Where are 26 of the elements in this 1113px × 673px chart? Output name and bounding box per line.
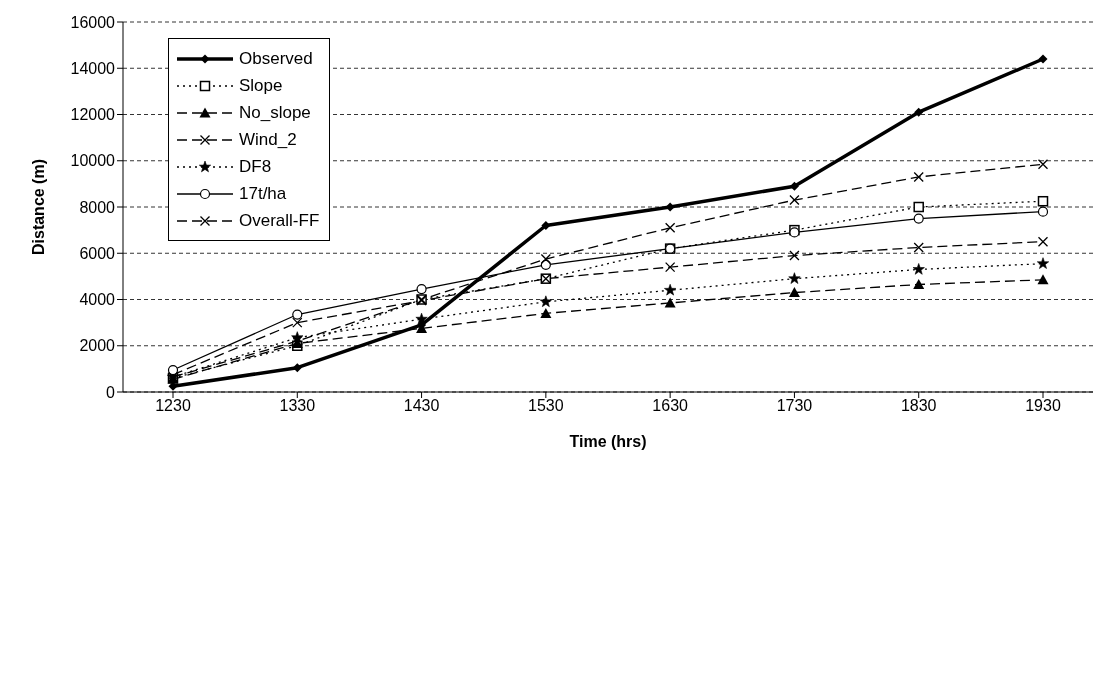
x-tick-label: 1630 [652,397,689,415]
y-tick-label: 8000 [79,198,116,216]
legend-label: DF8 [239,156,272,177]
y-tick-label: 0 [106,383,116,401]
x-tick-label: 1430 [403,397,440,415]
legend-label: Overall-FF [239,210,320,231]
y-tick-label: 16000 [70,13,116,31]
y-tick-label: 4000 [79,291,116,309]
x-tick-label: 1230 [155,397,191,415]
y-tick-label: 12000 [70,106,116,124]
x-tick-label: 1930 [1025,397,1061,415]
y-tick-label: 14000 [70,59,116,77]
y-tick-label: 2000 [79,337,116,355]
x-tick-label: 1330 [279,397,316,415]
legend-label: Observed [239,48,313,69]
x-tick-label: 1530 [528,397,564,415]
x-tick-label: 1730 [776,397,813,415]
x-axis-title: Time (hrs) [569,433,647,450]
y-axis-title: Distance (m) [29,158,47,256]
legend-label: Slope [239,75,283,96]
y-tick-label: 6000 [79,244,116,262]
y-tick-label: 10000 [70,152,116,170]
legend-label: Wind_2 [239,129,297,150]
legend-label: No_slope [239,102,311,123]
x-tick-label: 1830 [900,397,937,415]
legend-label: 17t/ha [239,183,287,204]
